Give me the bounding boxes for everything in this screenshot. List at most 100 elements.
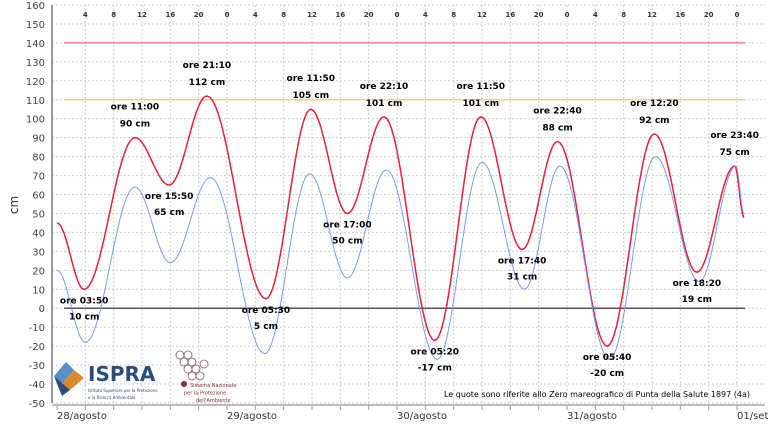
- annotation-time: ore 05:20: [411, 347, 460, 357]
- y-tick-label: -50: [29, 399, 45, 410]
- y-tick-label: 90: [32, 134, 45, 145]
- astronomical-series-line: [56, 156, 745, 360]
- snpa-logo: Sistema Nazionale per la Protezione dell…: [175, 350, 236, 404]
- y-tick-label: 10: [32, 285, 45, 296]
- hour-tick-label: 12: [477, 11, 487, 19]
- extreme-annotation: ore 17:00 50 cm: [323, 220, 372, 246]
- y-tick-label: -30: [29, 361, 45, 372]
- extreme-annotation: ore 15:50 65 cm: [145, 192, 194, 218]
- day-label: 31/agosto: [567, 411, 617, 422]
- annotation-time: ore 17:40: [498, 256, 547, 266]
- annotation-value: 88 cm: [542, 123, 572, 133]
- annotation-time: ore 11:00: [111, 103, 160, 113]
- extreme-annotation: ore 21:10 112 cm: [183, 61, 232, 88]
- annotation-value: 31 cm: [507, 272, 537, 282]
- annotation-value: -17 cm: [418, 363, 452, 373]
- annotation-value: 5 cm: [254, 322, 278, 332]
- extreme-annotation: ore 23:40 75 cm: [710, 131, 759, 158]
- y-tick-label: 40: [32, 228, 45, 239]
- hour-tick-label: 8: [111, 11, 116, 19]
- y-tick-label: 30: [32, 247, 45, 258]
- hour-tick-label: 20: [534, 11, 544, 19]
- extreme-annotation: ore 22:10 101 cm: [360, 82, 409, 109]
- hour-tick-label: 4: [593, 11, 598, 19]
- ispra-logo-text: ISPRA: [88, 362, 156, 386]
- extreme-annotation: ore 11:00 90 cm: [111, 103, 160, 130]
- annotation-value: 50 cm: [332, 236, 362, 246]
- ispra-subtitle: e la Ricerca Ambientale: [88, 395, 136, 400]
- annotation-time: ore 12:20: [630, 99, 679, 109]
- hour-tick-label: 16: [675, 11, 685, 19]
- reference-note: Le quote sono riferite allo Zero mareogr…: [444, 390, 750, 399]
- y-tick-label: 120: [26, 77, 45, 88]
- y-tick-label: 50: [32, 209, 45, 220]
- day-label: 28/agosto: [57, 411, 107, 422]
- extreme-annotation: ore 05:20 -17 cm: [411, 347, 460, 373]
- annotation-value: 112 cm: [189, 78, 226, 88]
- y-tick-label: -20: [29, 342, 45, 353]
- hour-tick-label: 4: [423, 11, 428, 19]
- extreme-annotation: ore 03:50 10 cm: [60, 296, 109, 322]
- y-tick-label: 0: [39, 304, 45, 315]
- annotation-value: 10 cm: [69, 312, 99, 322]
- hour-tick-label: 8: [451, 11, 456, 19]
- annotation-value: 19 cm: [682, 295, 712, 305]
- extreme-annotation: ore 11:50 105 cm: [287, 74, 336, 101]
- annotation-value: 105 cm: [292, 91, 329, 101]
- snpa-text: Sistema Nazionale: [190, 383, 236, 389]
- extreme-annotation: ore 05:40 -20 cm: [583, 353, 632, 379]
- annotation-value: 101 cm: [366, 99, 403, 109]
- y-tick-label: 130: [26, 58, 45, 69]
- annotation-time: ore 22:10: [360, 82, 409, 92]
- ispra-subtitle: Istituto Superiore per la Protezione: [88, 388, 158, 393]
- day-label: 30/agosto: [397, 411, 447, 422]
- extreme-annotation: ore 18:20 19 cm: [673, 279, 722, 305]
- hour-tick-label: 16: [165, 11, 175, 19]
- hour-tick-label: 20: [704, 11, 714, 19]
- forecast-series-line: [56, 95, 745, 347]
- y-tick-label: 160: [26, 1, 45, 12]
- annotation-time: ore 15:50: [145, 192, 194, 202]
- hour-tick-label: 8: [621, 11, 626, 19]
- annotation-time: ore 22:40: [533, 106, 582, 116]
- hour-tick-label: 16: [505, 11, 515, 19]
- hour-tick-label: 12: [647, 11, 657, 19]
- hour-tick-label: 20: [194, 11, 204, 19]
- annotation-value: 65 cm: [154, 208, 184, 218]
- annotation-time: ore 05:40: [583, 353, 632, 363]
- y-tick-label: -10: [29, 323, 45, 334]
- annotation-time: ore 18:20: [673, 279, 722, 289]
- hour-tick-label: 4: [83, 11, 88, 19]
- annotation-time: ore 11:50: [457, 82, 506, 92]
- y-tick-label: 60: [32, 191, 45, 202]
- hour-tick-label: 0: [735, 11, 740, 19]
- y-tick-label: 20: [32, 266, 45, 277]
- extreme-annotation: ore 22:40 88 cm: [533, 106, 582, 133]
- annotation-time: ore 03:50: [60, 296, 109, 306]
- annotation-time: ore 23:40: [710, 131, 759, 141]
- annotation-value: 90 cm: [120, 120, 150, 130]
- y-tick-label: 100: [26, 115, 45, 126]
- hour-tick-label: 16: [335, 11, 345, 19]
- annotation-value: 75 cm: [719, 148, 749, 158]
- day-label: 01/settem: [737, 411, 768, 422]
- ispra-logo: ISPRA Istituto Superiore per la Protezio…: [54, 362, 158, 400]
- annotation-value: 101 cm: [462, 99, 499, 109]
- day-label: 29/agosto: [227, 411, 277, 422]
- hour-tick-label: 20: [364, 11, 374, 19]
- y-tick-label: 70: [32, 172, 45, 183]
- y-tick-label: 110: [26, 96, 45, 107]
- y-tick-label: 150: [26, 20, 45, 31]
- annotation-time: ore 05:30: [242, 306, 291, 316]
- annotation-time: ore 11:50: [287, 74, 336, 84]
- hour-tick-label: 0: [395, 11, 400, 19]
- extreme-annotation: ore 17:40 31 cm: [498, 256, 547, 282]
- hour-tick-label: 4: [253, 11, 258, 19]
- annotation-time: ore 17:00: [323, 220, 372, 230]
- hour-tick-label: 8: [281, 11, 286, 19]
- hour-tick-label: 12: [307, 11, 317, 19]
- extreme-annotation: ore 05:30 5 cm: [242, 306, 291, 332]
- y-tick-label: 140: [26, 39, 45, 50]
- annotation-value: 92 cm: [639, 116, 669, 126]
